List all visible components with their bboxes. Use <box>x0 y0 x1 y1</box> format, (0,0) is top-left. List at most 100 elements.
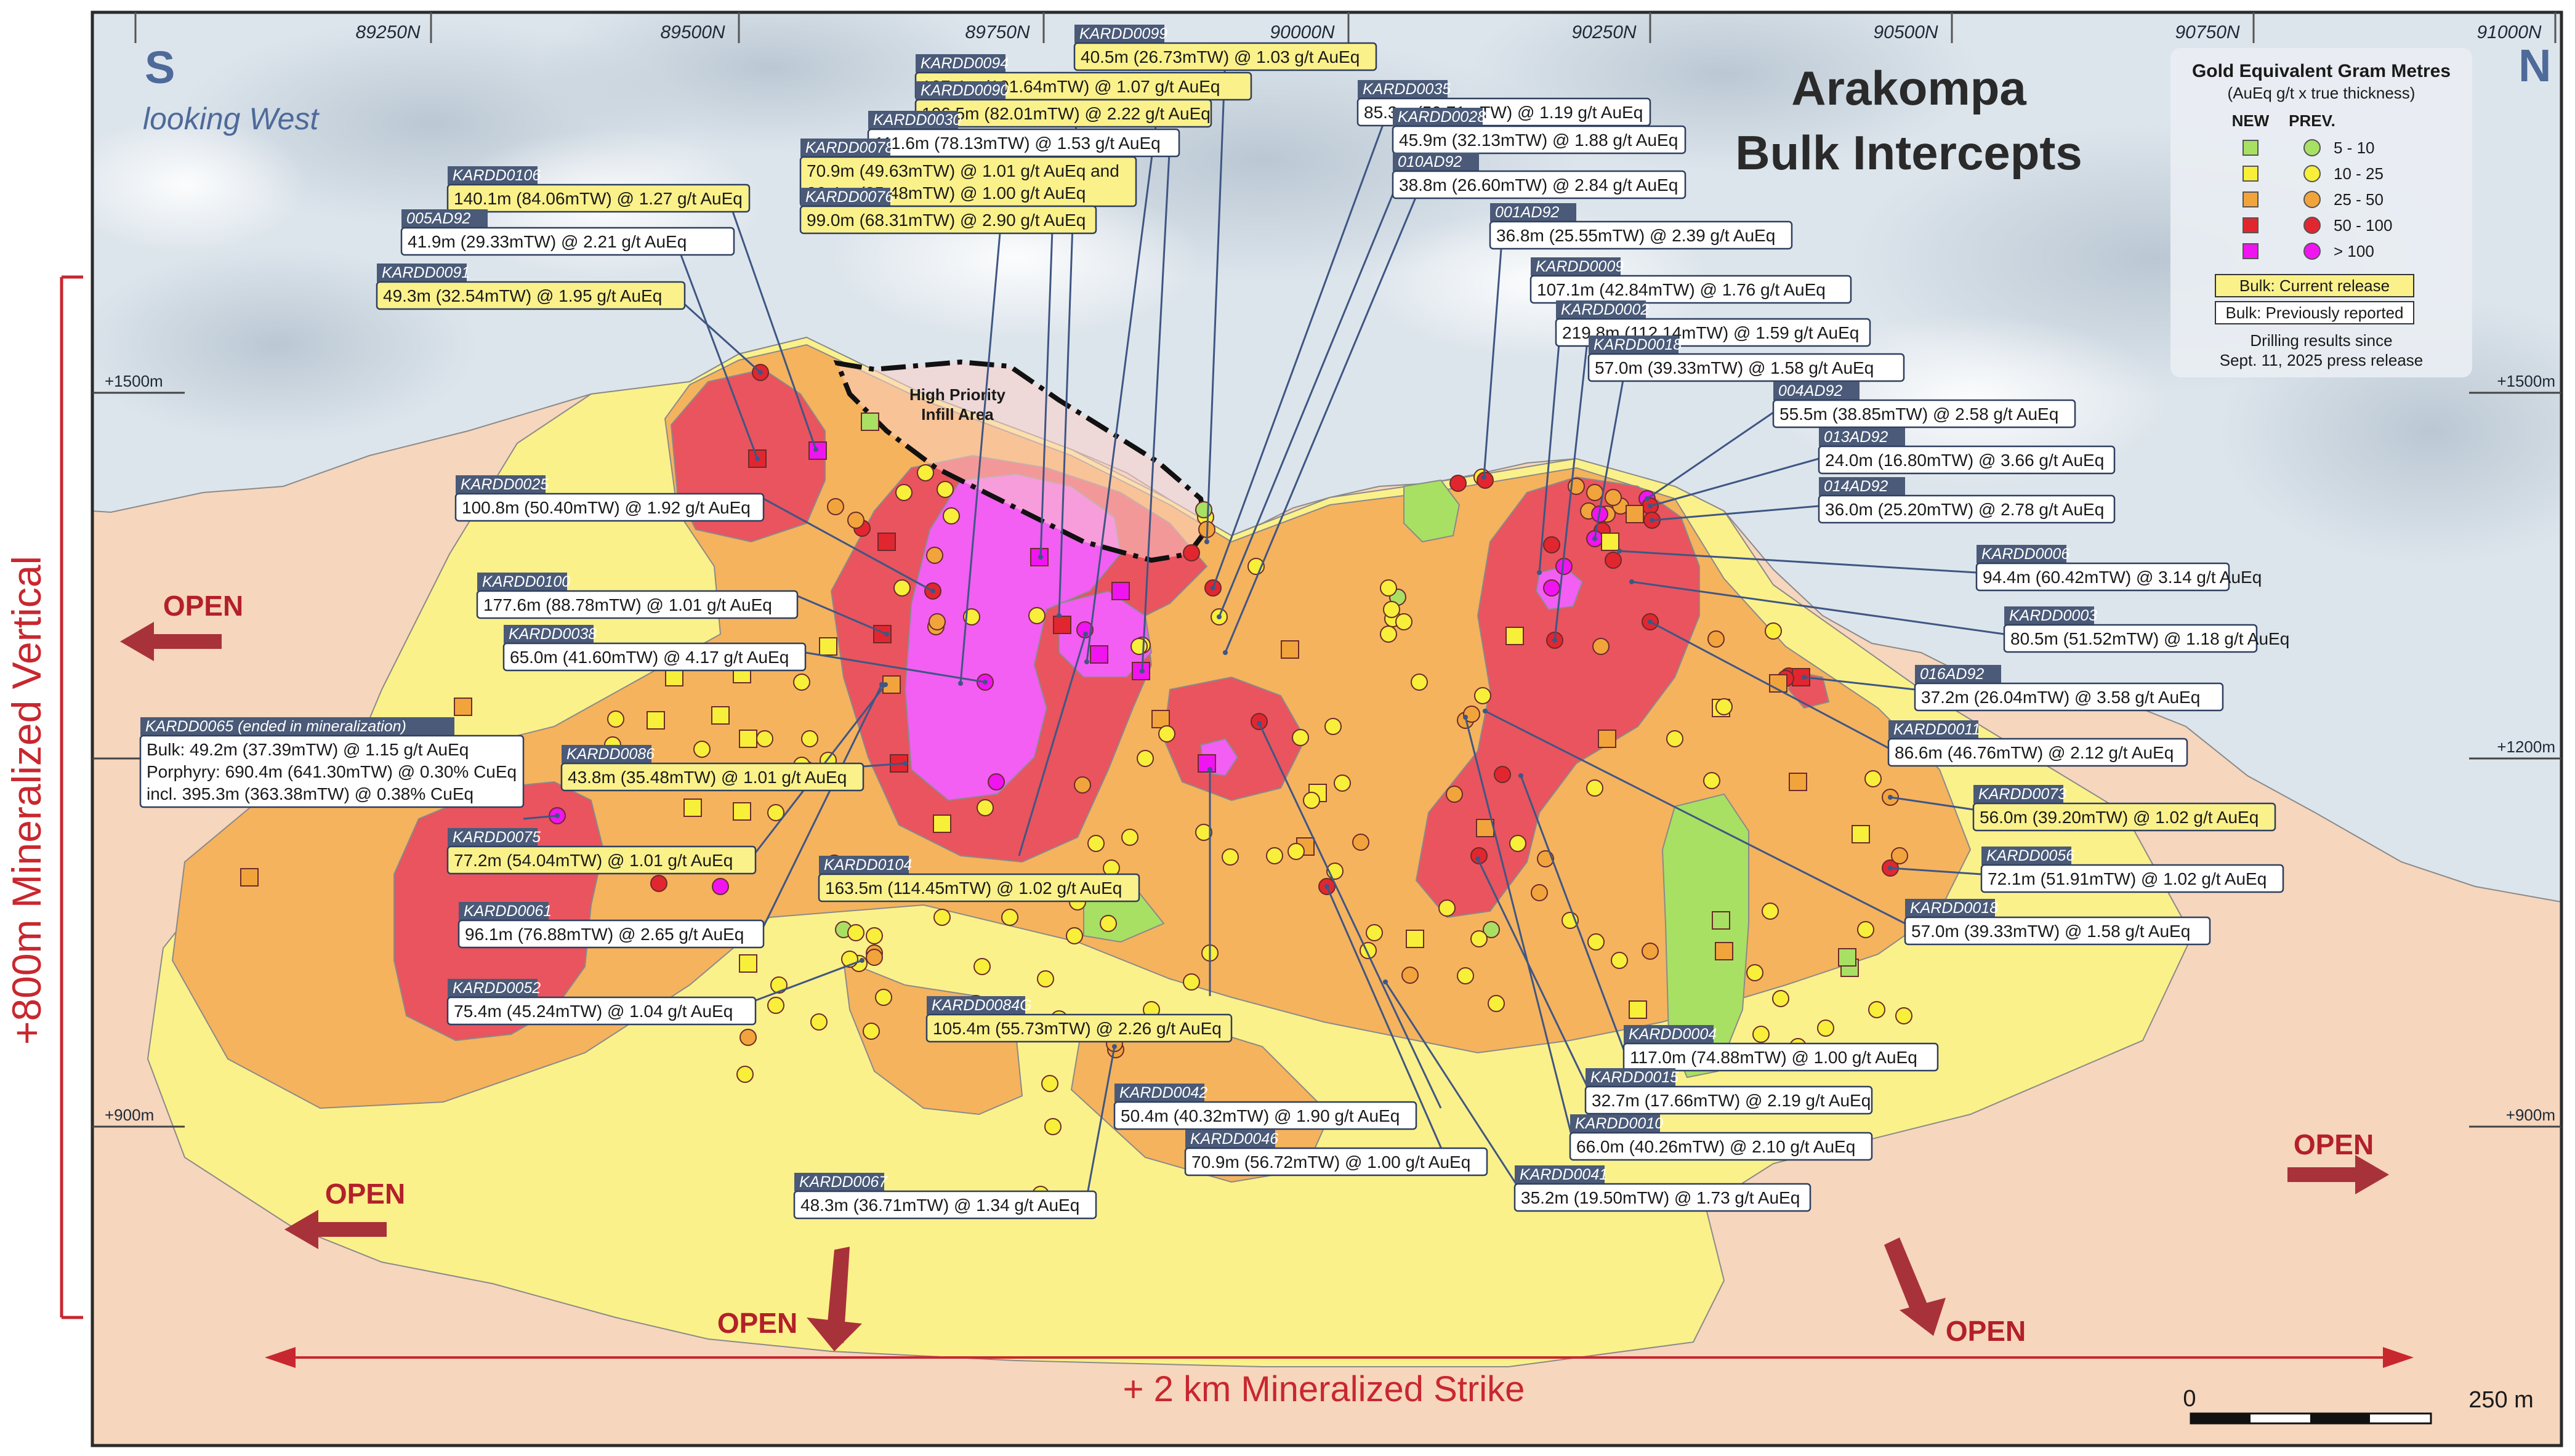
intercept-callout: 016AD92 37.2m (26.04mTW) @ 3.58 g/t AuEq <box>1914 665 2224 712</box>
drill-intercept-marker <box>1470 847 1488 864</box>
legend-previously-reported: Bulk: Previously reported <box>2225 304 2403 322</box>
callout-hole-id: KARDD0011 <box>1893 721 1980 738</box>
intercept-callout: KARDD0056 72.1m (51.91mTW) @ 1.02 g/t AuE… <box>1980 847 2284 893</box>
callout-hole-id: KARDD0078 <box>805 139 893 156</box>
drill-intercept-marker <box>1087 835 1105 852</box>
drill-intercept-marker <box>895 484 913 501</box>
callout-hole-id: KARDD0076 <box>805 188 893 206</box>
open-arrows: OPEN OPEN OPEN OPEN OPEN <box>120 590 2389 1351</box>
callout-hole-id: 016AD92 <box>1920 666 1984 683</box>
drill-intercept-marker <box>1601 533 1619 551</box>
callout-intercept-text: 163.5m (114.45mTW) @ 1.02 g/t AuEq <box>825 879 1122 898</box>
callout-leader-line <box>523 814 558 820</box>
drill-intercept-marker <box>1605 552 1622 569</box>
drill-intercept-marker <box>665 668 683 686</box>
intercept-callout: KARDD0030 111.6m (78.13mTW) @ 1.53 g/t Au… <box>867 111 1180 158</box>
callout-id-tag <box>794 1173 884 1191</box>
drill-intercept-marker <box>1001 909 1018 926</box>
callout-leader-line <box>1018 633 1087 856</box>
callout-hole-id: KARDD0067 <box>799 1173 888 1191</box>
drill-intercept-marker <box>877 533 896 551</box>
callout-intercept-text: 37.2m (26.04mTW) @ 3.58 g/t AuEq <box>1921 688 2200 707</box>
intercept-callout: KARDD0073 56.0m (39.20mTW) @ 1.02 g/t AuE… <box>1972 785 2276 832</box>
callout-box <box>1972 802 2276 832</box>
drill-intercept-marker <box>929 613 946 630</box>
callout-leader-line <box>762 684 883 927</box>
strike-extent-label: + 2 km Mineralized Strike <box>1123 1369 1525 1409</box>
zone-5-10 <box>1403 479 1461 543</box>
callout-id-tag <box>377 263 467 282</box>
intercept-callout: KARDD0090 106.5m (82.01mTW) @ 2.22 g/t Au… <box>914 81 1212 128</box>
north-label: N <box>2518 40 2551 91</box>
drill-intercept-marker <box>988 773 1005 790</box>
view-direction: looking West <box>143 102 320 136</box>
drill-intercept-marker <box>1531 884 1548 901</box>
intercept-callout: KARDD0004 117.0m (74.88mTW) @ 1.00 g/t Au… <box>1622 1025 1939 1072</box>
drill-intercept-marker <box>861 412 879 431</box>
callout-leader-line <box>1141 141 1171 672</box>
callout-box <box>1818 445 2116 475</box>
callout-box <box>446 996 757 1026</box>
callout-id-tag <box>916 81 1005 100</box>
callout-hole-id: KARDD0052 <box>453 979 541 997</box>
callout-id-tag <box>1393 108 1483 126</box>
intercept-callout: KARDD0009 107.1m (42.84mTW) @ 1.76 g/t Au… <box>1529 257 1852 304</box>
callout-hole-id: KARDD0030 <box>873 111 961 129</box>
callout-id-tag <box>456 475 546 494</box>
callout-box <box>1980 864 2284 893</box>
drill-intercept-marker <box>801 730 818 747</box>
drill-intercept-marker <box>893 579 911 597</box>
drill-intercept-marker <box>1586 779 1603 797</box>
callout-leader-line <box>725 193 817 450</box>
legend-rows: 5 - 10 10 - 25 25 - 50 50 - 100 > 100 <box>2243 139 2392 260</box>
callout-box <box>1904 916 2211 946</box>
drill-intercept-marker <box>733 802 751 821</box>
drill-intercept-marker <box>1183 973 1200 991</box>
drill-intercept-marker <box>1838 948 1856 967</box>
northing-label: 90250N <box>1571 22 1636 42</box>
intercept-callout: 013AD92 24.0m (16.80mTW) @ 3.66 g/t AuEq <box>1818 428 2116 475</box>
callout-box <box>1073 42 1377 71</box>
intercept-callout: KARDD0010 66.0m (40.26mTW) @ 2.10 g/t AuE… <box>1569 1114 1873 1161</box>
callout-hole-id: KARDD0090 <box>921 82 1009 99</box>
callout-leader-line <box>1520 775 1625 1050</box>
drill-intercept-marker <box>917 464 934 481</box>
callout-hole-id: 001AD92 <box>1495 204 1559 221</box>
drill-intercept-marker <box>650 875 667 892</box>
callout-hole-id: KARDD0038 <box>509 625 597 643</box>
drill-intercept-marker <box>1715 942 1733 960</box>
drill-intercept-marker <box>1746 964 1763 981</box>
drill-intercept-marker <box>1857 921 1874 938</box>
callout-leader-line <box>1650 621 1889 749</box>
drill-intercept-marker <box>1074 776 1091 794</box>
callout-box <box>454 493 765 522</box>
callout-leader-line <box>1039 212 1054 558</box>
callout-intercept-text: 55.5m (38.85mTW) @ 2.58 g/t AuEq <box>1779 404 2058 424</box>
callout-intercept-text: 117.0m (74.88mTW) @ 1.00 g/t AuEq <box>1630 1048 1917 1067</box>
callout-leader-line <box>861 762 906 768</box>
callout-hole-id: KARDD0104 <box>824 856 912 874</box>
callout-leaders <box>523 55 2005 1198</box>
drill-intercept-marker <box>607 710 624 728</box>
callout-hole-id: KARDD0010 <box>1575 1115 1663 1132</box>
callout-intercept-text: 94.4m (60.42mTW) @ 3.14 g/t AuEq <box>1983 568 2262 587</box>
callout-hole-id: KARDD0075 <box>453 829 541 846</box>
drill-intercept-marker <box>1438 899 1456 917</box>
callout-leader-line <box>1631 581 2005 635</box>
legend-item-label: > 100 <box>2334 242 2374 260</box>
drill-intercept-marker <box>770 976 788 994</box>
elevation-label: +900m <box>105 1106 154 1124</box>
callout-id-tag <box>1570 1114 1660 1133</box>
callout-hole-id: KARDD0065 (ended in mineralization) <box>145 718 406 735</box>
elevation-grid: +1500m +1500m +1200m +900m +900m <box>92 372 2561 1128</box>
callout-leader-line <box>959 190 1005 684</box>
drill-intercept-marker <box>1789 773 1807 791</box>
open-label: OPEN <box>2294 1128 2374 1160</box>
intercept-callout: KARDD0099 40.5m (26.73mTW) @ 1.03 g/t AuE… <box>1073 25 1377 71</box>
callout-box <box>502 642 807 672</box>
drill-intercept-marker <box>1090 645 1108 664</box>
intercept-callout: 004AD92 55.5m (38.85mTW) @ 2.58 g/t AuEq <box>1772 382 2076 428</box>
callout-id-tag <box>819 856 909 874</box>
northing-label: 90000N <box>1270 22 1334 42</box>
callout-leader-line <box>1646 411 1774 500</box>
